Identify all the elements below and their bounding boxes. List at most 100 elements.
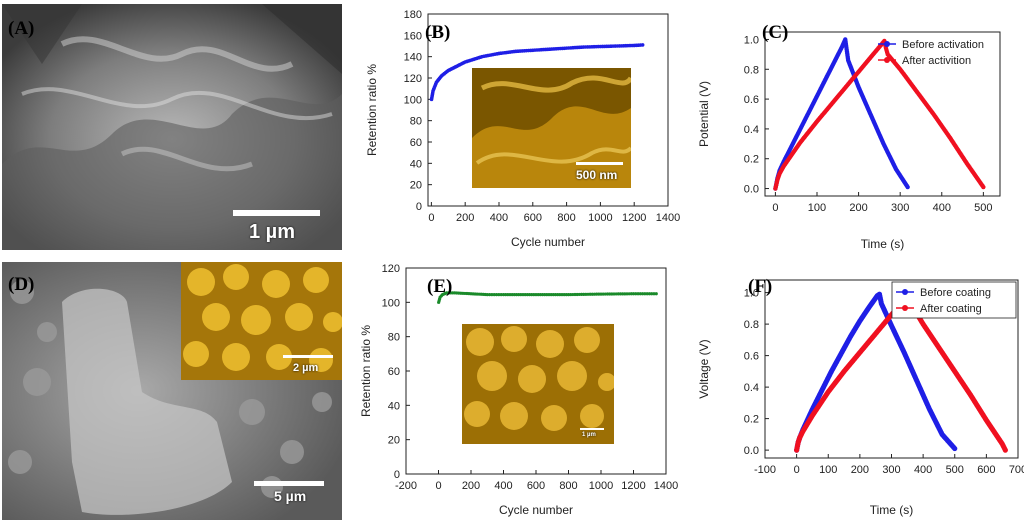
y-axis-label: Retention ratio % bbox=[365, 64, 379, 156]
y-tick-label: 1.0 bbox=[744, 288, 759, 300]
x-tick-label: 800 bbox=[559, 480, 577, 492]
x-tick-label: 700 bbox=[1009, 464, 1024, 476]
x-tick-label: 0 bbox=[772, 202, 778, 214]
y-axis-label: Potential (V) bbox=[697, 81, 711, 147]
y-tick-label: 0.2 bbox=[744, 414, 759, 426]
inset-scale-label-d: 2 µm bbox=[293, 362, 319, 374]
y-tick-label: 160 bbox=[404, 30, 422, 42]
scale-bar-d bbox=[254, 481, 324, 486]
data-point bbox=[981, 184, 986, 190]
legend-marker bbox=[902, 289, 908, 295]
x-axis-label: Cycle number bbox=[511, 235, 585, 249]
series-0 bbox=[429, 43, 645, 102]
y-tick-label: 0 bbox=[416, 201, 422, 213]
y-tick-label: 60 bbox=[388, 366, 400, 378]
scale-label-d: 5 µm bbox=[274, 488, 307, 504]
panel-label-c: (C) bbox=[762, 22, 789, 43]
x-tick-label: 500 bbox=[946, 464, 964, 476]
y-tick-label: 0.0 bbox=[744, 184, 759, 196]
x-tick-label: 1000 bbox=[589, 480, 613, 492]
y-tick-label: 20 bbox=[410, 180, 422, 192]
chart-c: 0 100 200 300 400 500 0.0 0.2 0.4 0.6 0.8 1.0 Time (… bbox=[690, 2, 1024, 257]
y-tick-label: 40 bbox=[410, 158, 422, 170]
x-axis-label: Cycle number bbox=[499, 503, 573, 517]
data-point bbox=[1002, 447, 1008, 453]
plot-frame bbox=[427, 13, 669, 207]
legend-label: After activition bbox=[902, 55, 971, 67]
y-tick-label: 80 bbox=[388, 332, 400, 344]
inset-texture-b bbox=[472, 68, 631, 188]
data-point bbox=[487, 293, 492, 297]
x-tick-label: 1000 bbox=[588, 212, 612, 224]
data-point bbox=[497, 293, 501, 297]
chart-f: -100 0 100 200 300 400 500 600 700 0.0 0.2 0.4 0.6 0.… bbox=[690, 258, 1024, 523]
y-tick-label: 140 bbox=[404, 52, 422, 64]
data-point bbox=[485, 293, 489, 297]
x-tick-label: 300 bbox=[891, 202, 909, 214]
y-axis-label: Retention ratio % bbox=[359, 325, 373, 417]
y-tick-label: 40 bbox=[388, 400, 400, 412]
series-0 bbox=[794, 291, 958, 453]
x-tick-label: 100 bbox=[819, 464, 837, 476]
y-tick-label: 120 bbox=[382, 263, 400, 275]
panel-label-b: (B) bbox=[425, 22, 451, 43]
inset-texture-e bbox=[462, 324, 614, 444]
x-axis-label: Time (s) bbox=[861, 237, 905, 251]
y-tick-label: 1.0 bbox=[744, 34, 759, 46]
data-point bbox=[634, 292, 638, 296]
data-point bbox=[494, 293, 499, 297]
x-tick-label: 0 bbox=[794, 464, 800, 476]
data-point bbox=[654, 292, 658, 296]
legend-label: Before coating bbox=[920, 287, 991, 299]
series-0 bbox=[773, 37, 910, 191]
x-tick-label: 400 bbox=[494, 480, 512, 492]
inset-texture-d bbox=[181, 262, 342, 380]
x-tick-label: 0 bbox=[435, 480, 441, 492]
y-tick-label: 0.8 bbox=[744, 64, 759, 76]
panel-label-e: (E) bbox=[427, 276, 453, 297]
data-point bbox=[645, 292, 649, 296]
x-tick-label: 800 bbox=[557, 212, 575, 224]
data-point bbox=[636, 292, 640, 296]
chart-b-svg: 0 200 400 600 800 1000 1200 1400 0 20 40 60 80 100 120… bbox=[365, 9, 680, 249]
data-point bbox=[641, 292, 645, 296]
x-tick-label: 100 bbox=[808, 202, 826, 214]
x-tick-label: 300 bbox=[882, 464, 900, 476]
sem-inset-d: 2 µm bbox=[181, 262, 342, 380]
inset-scale-bar-d bbox=[283, 355, 333, 358]
legend-marker bbox=[884, 57, 890, 63]
x-tick-label: 400 bbox=[933, 202, 951, 214]
data-point bbox=[499, 293, 503, 297]
x-tick-label: 1400 bbox=[654, 480, 678, 492]
y-tick-label: 0.4 bbox=[744, 124, 759, 136]
y-tick-label: 0.6 bbox=[744, 351, 759, 363]
data-point bbox=[638, 292, 642, 296]
chart-f-svg: -100 0 100 200 300 400 500 600 700 0.0 0.2 0.4 0.6 0.… bbox=[697, 279, 1024, 517]
x-tick-label: 200 bbox=[851, 464, 869, 476]
x-tick-label: 200 bbox=[462, 480, 480, 492]
x-tick-label: 600 bbox=[527, 480, 545, 492]
y-tick-label: 120 bbox=[404, 73, 422, 85]
data-point bbox=[640, 43, 645, 47]
chart-c-svg: 0 100 200 300 400 500 0.0 0.2 0.4 0.6 0.8 1.0 Time (… bbox=[697, 31, 1001, 251]
x-tick-label: 600 bbox=[524, 212, 542, 224]
inset-scale-bar-b bbox=[576, 162, 623, 165]
y-tick-label: 60 bbox=[410, 137, 422, 149]
data-point bbox=[492, 293, 496, 297]
x-tick-label: 200 bbox=[849, 202, 867, 214]
legend-marker bbox=[884, 41, 890, 47]
y-tick-label: 100 bbox=[382, 297, 400, 309]
y-tick-label: 80 bbox=[410, 116, 422, 128]
plot-frame bbox=[764, 31, 1001, 197]
data-point bbox=[647, 292, 652, 296]
inset-scale-label-b: 500 nm bbox=[576, 168, 618, 182]
y-tick-label: 0.6 bbox=[744, 94, 759, 106]
x-tick-label: 600 bbox=[977, 464, 995, 476]
y-tick-label: 20 bbox=[388, 435, 400, 447]
sem-inset-b: 500 nm bbox=[472, 68, 631, 188]
series-1 bbox=[773, 38, 986, 191]
x-tick-label: 1200 bbox=[621, 480, 645, 492]
sem-inset-e: 1 µm bbox=[462, 324, 614, 444]
x-axis-label: Time (s) bbox=[870, 503, 914, 517]
y-axis-label: Voltage (V) bbox=[697, 339, 711, 398]
